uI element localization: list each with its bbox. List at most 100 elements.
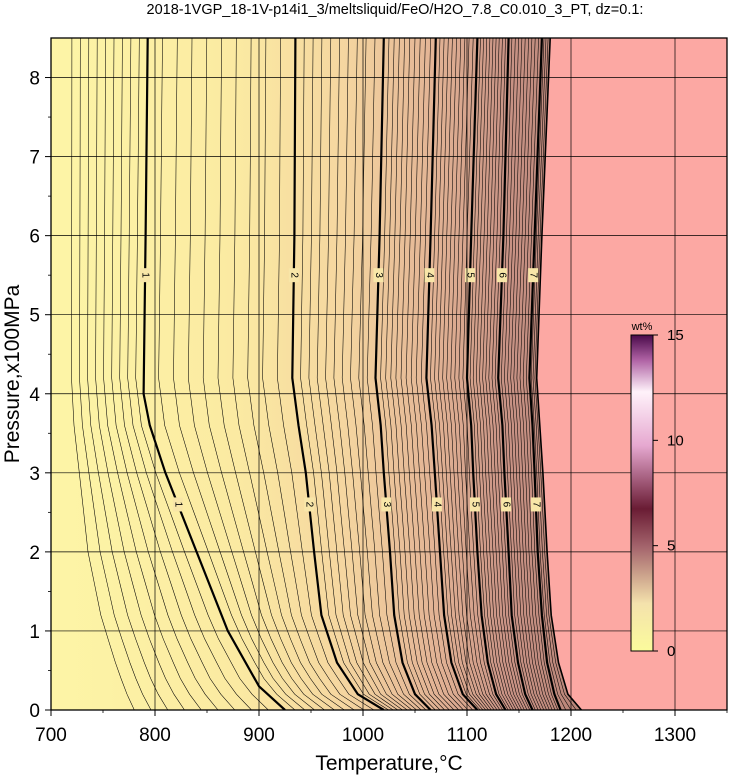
contour-label-bg <box>431 497 442 512</box>
thin-contour-line <box>446 38 492 710</box>
thin-contour-line <box>358 38 422 710</box>
contour-label: 3 <box>381 502 392 508</box>
thin-contour-line <box>395 38 450 710</box>
x-tick-label: 800 <box>139 725 171 746</box>
contour-label: 2 <box>304 502 315 508</box>
y-tick-label: 5 <box>29 306 40 327</box>
colorbar-gradient <box>630 334 654 652</box>
colorbar-tick-label: 5 <box>667 538 675 555</box>
contour-label: 1 <box>172 502 183 508</box>
thin-contour-line <box>127 38 252 710</box>
contour-label-bg <box>304 497 315 512</box>
contour-label: 5 <box>469 502 480 508</box>
y-tick-label: 1 <box>29 622 40 643</box>
colorbar: wt% 0 5 10 15 <box>630 321 684 660</box>
thin-contour-line <box>510 38 545 710</box>
contour-label-bg <box>172 497 183 512</box>
contour-label-bg <box>140 268 151 283</box>
x-axis-title: Temperature,°C <box>315 752 462 775</box>
thin-contour-line <box>262 38 365 710</box>
contour-2 <box>291 38 385 710</box>
thin-contour-line <box>458 38 501 710</box>
x-tick-label: 1200 <box>550 725 592 746</box>
thin-contour-line <box>95 38 185 710</box>
contour-label-bg <box>465 268 476 283</box>
thin-contour-line <box>476 38 514 710</box>
thin-contour-line <box>325 38 403 710</box>
thin-contour-line <box>454 38 498 710</box>
contour-label-bg <box>501 497 512 512</box>
thin-contour-line <box>188 38 315 710</box>
x-tick-label: 1100 <box>447 725 488 746</box>
plot-frame <box>50 37 728 711</box>
y-tick-label: 8 <box>29 69 40 90</box>
x-axis: 700 800 900 1000 1100 1200 1300 <box>35 710 728 746</box>
thin-contour-line <box>421 38 473 710</box>
thin-contour-line <box>438 38 487 710</box>
thin-contour-line <box>103 38 202 710</box>
y-axis: 0 1 2 3 4 5 6 7 8 <box>29 69 51 722</box>
thin-contour-line <box>472 38 512 710</box>
contour-label-bg <box>373 268 384 283</box>
thin-contour-line <box>442 38 489 710</box>
colorbar-ticks: 0 5 10 15 <box>653 327 684 660</box>
contour-label: 4 <box>424 272 435 278</box>
thin-contour-line <box>71 38 135 710</box>
contour-label: 5 <box>465 272 476 278</box>
contour-label-bg <box>381 497 392 512</box>
thin-contour-line <box>247 38 355 710</box>
contour-label: 7 <box>528 272 539 278</box>
thin-contour-line <box>87 38 169 710</box>
thin-contour-line <box>217 38 335 710</box>
thin-contour-line <box>450 38 495 710</box>
colorbar-tick-label: 0 <box>667 643 675 660</box>
thin-contour-line <box>79 38 152 710</box>
contour-label: 3 <box>373 272 384 278</box>
thin-contour-line <box>534 38 577 710</box>
thin-contour-line <box>410 38 464 710</box>
thin-contour-line <box>479 38 517 710</box>
thin-contour-line <box>300 38 389 710</box>
x-tick-label: 700 <box>35 725 67 746</box>
thin-contour-line <box>316 38 398 710</box>
thin-contours <box>71 38 577 710</box>
thin-contour-line <box>385 38 441 710</box>
colorbar-unit: wt% <box>631 321 653 333</box>
x-tick-label: 1000 <box>342 725 384 746</box>
thin-contour-line <box>308 38 394 710</box>
y-tick-label: 3 <box>29 464 40 485</box>
thin-contour-line <box>390 38 445 710</box>
thin-contour-line <box>504 38 539 710</box>
chart-title: 2018-1VGP_18-1V-p14i1_3/meltsliquid/FeO/… <box>147 2 644 18</box>
y-tick-label: 6 <box>29 227 40 248</box>
thin-contour-line <box>111 38 219 710</box>
liquidus-boundary <box>535 38 583 710</box>
contour-label: 4 <box>431 502 442 508</box>
thin-contour-line <box>415 38 469 710</box>
thin-contour-line <box>522 38 556 710</box>
contour-5 <box>465 38 507 710</box>
thin-contour-line <box>400 38 455 710</box>
thin-contour-line <box>405 38 459 710</box>
thin-contour-line <box>516 38 550 710</box>
thin-contour-line <box>135 38 269 710</box>
thin-contour-line <box>485 38 522 710</box>
contour-label-bg <box>528 268 539 283</box>
thin-contour-line <box>341 38 413 710</box>
y-tick-label: 7 <box>29 148 40 169</box>
thin-contour-line <box>380 38 436 710</box>
contour-label: 1 <box>140 272 151 278</box>
y-tick-label: 2 <box>29 543 40 564</box>
thin-contour-line <box>513 38 547 710</box>
grid-lines <box>51 38 727 710</box>
contour-6 <box>497 38 534 710</box>
colorbar-tick-label: 10 <box>667 432 684 449</box>
y-tick-label: 0 <box>29 701 40 722</box>
thin-contour-line <box>482 38 520 710</box>
y-tick-label: 4 <box>29 385 40 406</box>
contour-3 <box>374 38 432 710</box>
contour-label: 6 <box>501 502 512 508</box>
contour-label-bg <box>469 497 480 512</box>
contour-label-bg <box>530 497 541 512</box>
